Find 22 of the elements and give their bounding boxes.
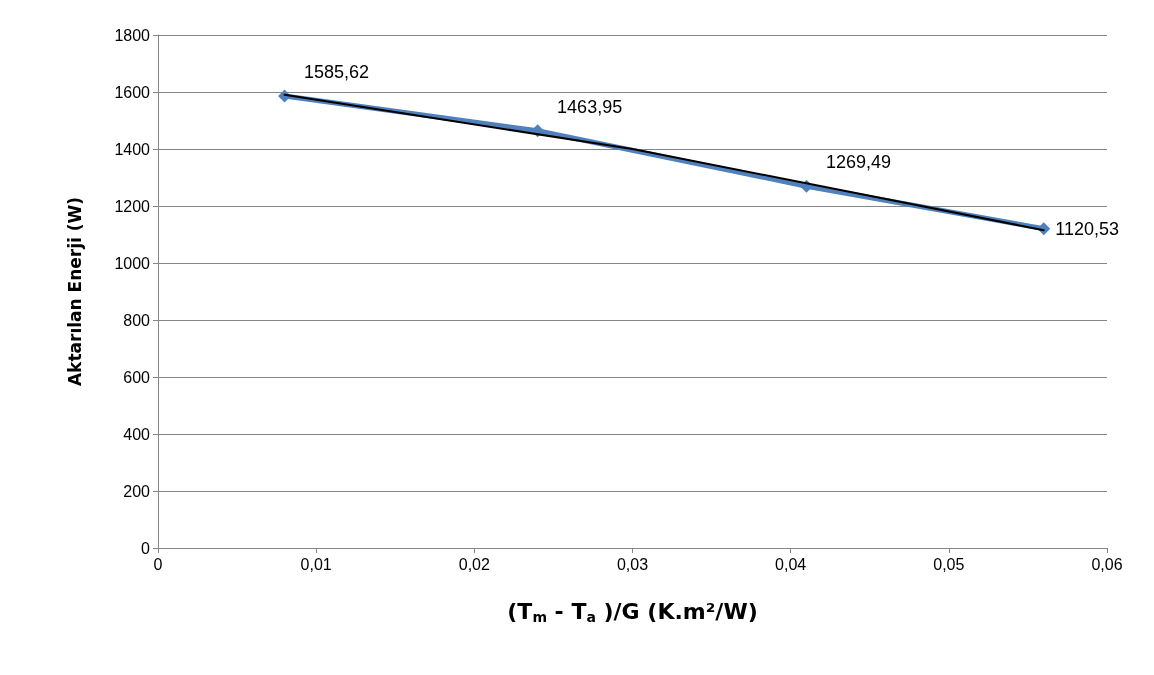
x-tick-label: 0 — [153, 555, 163, 573]
x-tick-label: 0,05 — [933, 555, 965, 573]
y-tick-label: 800 — [123, 311, 151, 329]
x-tick-label: 0,02 — [458, 555, 491, 573]
y-tick-label: 1000 — [114, 254, 151, 272]
y-tick-label: 0 — [141, 539, 151, 557]
y-axis-title: Aktarılan Enerji (W) — [64, 196, 85, 387]
y-tick-label: 1200 — [114, 197, 151, 215]
x-tick-label: 0,04 — [775, 555, 807, 573]
y-tick-label: 1800 — [114, 26, 151, 44]
x-tick-label: 0,01 — [300, 555, 332, 573]
x-tick-label: 0,06 — [1091, 555, 1123, 573]
data-label: 1269,49 — [825, 152, 892, 173]
y-tick-label: 400 — [123, 425, 151, 443]
data-label: 1463,95 — [557, 96, 623, 117]
data-label: 1585,62 — [304, 62, 370, 83]
y-tick-label: 200 — [123, 482, 151, 500]
x-tick-label: 0,03 — [616, 555, 649, 573]
data-label: 1120,53 — [1055, 218, 1119, 239]
y-tick-label: 600 — [123, 368, 151, 386]
y-tick-label: 1400 — [114, 140, 151, 158]
y-tick-label: 1600 — [114, 83, 151, 101]
